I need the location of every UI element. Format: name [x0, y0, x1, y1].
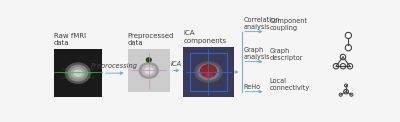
Circle shape: [350, 93, 353, 96]
Circle shape: [344, 89, 348, 94]
Circle shape: [340, 54, 346, 60]
Bar: [183, 47, 234, 97]
Bar: [190, 53, 228, 91]
Ellipse shape: [146, 57, 152, 63]
Circle shape: [333, 64, 339, 69]
Ellipse shape: [141, 64, 156, 77]
Circle shape: [340, 64, 346, 69]
Ellipse shape: [73, 69, 82, 77]
Ellipse shape: [200, 66, 216, 78]
Ellipse shape: [198, 64, 220, 81]
Text: Graph
descriptor: Graph descriptor: [269, 48, 303, 61]
Text: Local
connectivity: Local connectivity: [269, 78, 310, 91]
Text: ReHo: ReHo: [244, 84, 261, 90]
Text: Raw fMRI
data: Raw fMRI data: [54, 33, 86, 46]
Text: Graph
analysis: Graph analysis: [244, 47, 270, 60]
Ellipse shape: [70, 67, 85, 79]
Text: ICA
components: ICA components: [183, 30, 226, 44]
Ellipse shape: [65, 62, 91, 84]
Text: Preprocessed
data: Preprocessed data: [128, 33, 174, 46]
Text: ICA: ICA: [171, 61, 182, 67]
Text: Component
coupling: Component coupling: [269, 18, 307, 31]
Circle shape: [345, 32, 352, 39]
Ellipse shape: [68, 65, 88, 82]
Ellipse shape: [194, 61, 222, 83]
Ellipse shape: [144, 67, 154, 74]
Bar: [128, 49, 170, 92]
Ellipse shape: [200, 64, 217, 78]
Circle shape: [344, 84, 348, 87]
Bar: [54, 49, 102, 97]
Ellipse shape: [205, 72, 212, 78]
Ellipse shape: [138, 62, 159, 79]
Text: Correlation
analysis: Correlation analysis: [244, 17, 280, 30]
Circle shape: [347, 64, 353, 69]
Circle shape: [345, 45, 352, 51]
Circle shape: [339, 93, 342, 96]
Text: Preprocessing: Preprocessing: [91, 63, 138, 69]
